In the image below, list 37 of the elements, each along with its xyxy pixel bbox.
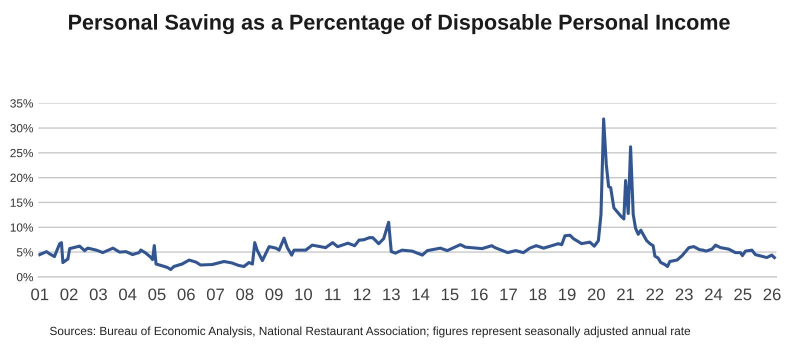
x-tick-label: 01 [31, 288, 48, 300]
x-tick-label: 17 [500, 288, 517, 300]
x-tick-label: 23 [676, 288, 693, 300]
x-tick-label: 06 [178, 288, 195, 300]
source-note: Sources: Bureau of Economic Analysis, National Restaurant Association; figures represent seasonally adjusted annual rate [50, 326, 690, 338]
x-tick-label: 13 [383, 288, 400, 300]
chart-title: Personal Saving as a Percentage of Disposable Personal Income [69, 14, 730, 34]
x-tick-label: 15 [442, 288, 458, 300]
y-tick-label: 0% [16, 272, 34, 282]
y-tick-label: 20% [10, 174, 34, 182]
y-tick-label: 15% [10, 198, 34, 207]
x-tick-label: 04 [119, 288, 136, 300]
x-tick-label: 18 [530, 288, 546, 300]
x-tick-label: 25 [734, 288, 752, 300]
x-tick-label: 03 [90, 288, 107, 300]
x-tick-label: 14 [412, 288, 430, 300]
x-tick-label: 22 [646, 288, 664, 300]
x-tick-label: 12 [354, 288, 370, 300]
y-tick-label: 25% [10, 148, 34, 158]
x-tick-label: 11 [325, 288, 341, 300]
y-tick-label: 30% [10, 124, 34, 132]
y-tick-label: 5% [16, 248, 34, 256]
y-tick-label: 10% [10, 223, 34, 232]
x-tick-label: 08 [236, 288, 254, 300]
x-tick-label: 26 [764, 288, 781, 300]
x-tick-label: 10 [295, 288, 312, 300]
x-tick-label: 24 [705, 288, 722, 300]
x-tick-label: 09 [265, 288, 283, 300]
y-tick-label: 35% [10, 99, 34, 108]
x-tick-label: 21 [617, 288, 634, 300]
x-tick-label: 02 [60, 288, 78, 300]
x-tick-label: 05 [148, 288, 166, 300]
x-tick-label: 19 [559, 288, 576, 300]
x-tick-label: 16 [471, 288, 488, 300]
x-tick-label: 20 [588, 288, 605, 300]
x-tick-label: 07 [206, 288, 224, 300]
line-series [38, 118, 776, 272]
